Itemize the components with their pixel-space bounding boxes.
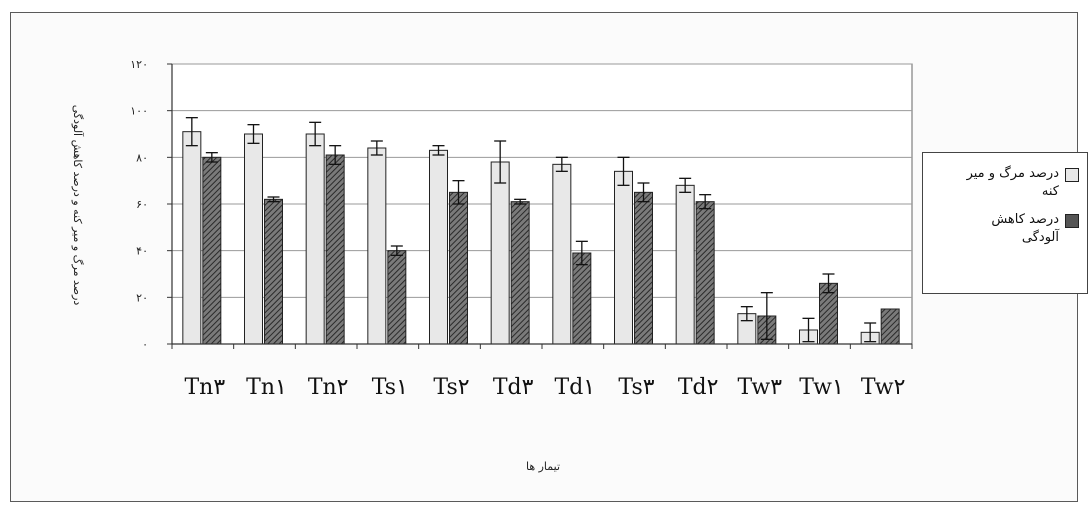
legend: درصد مرگ و میر کنه درصد کاهش آلودگی bbox=[922, 152, 1088, 294]
bar-reduction bbox=[634, 191, 653, 345]
labels: ۰ ۲۰ ۴۰ ۶۰ ۸۰ ۱۰۰ ۱۲۰ Tn۳ Tn۱ Tn۲ Ts۱ Ts۲ Td۳ Td۱ Ts۳ T… bbox=[130, 58, 905, 400]
legend-swatch-mortality bbox=[1065, 168, 1079, 182]
x-tick-label: Ts۲ bbox=[433, 375, 469, 400]
y-tick-label: ۲۰ bbox=[136, 291, 148, 304]
y-tick-label: ۰ bbox=[142, 338, 148, 351]
x-axis-title: تیمار ها bbox=[526, 460, 560, 473]
y-tick-label: ۱۰۰ bbox=[130, 105, 148, 118]
bar-mortality bbox=[367, 147, 387, 345]
x-tick-label: Td۱ bbox=[555, 375, 596, 400]
bar-reduction bbox=[264, 198, 283, 345]
bar-reduction bbox=[202, 156, 222, 345]
x-tick-label: Tn۱ bbox=[246, 375, 287, 400]
legend-swatch-reduction bbox=[1065, 214, 1079, 228]
x-tick-label: Tn۲ bbox=[308, 375, 349, 400]
y-tick-label: ۸۰ bbox=[136, 151, 148, 164]
y-axis-title: درصد مرگ و میر کنه و درصد کاهش آلودگی bbox=[71, 105, 85, 306]
legend-entry-mortality: درصد مرگ و میر کنه bbox=[929, 165, 1079, 201]
bar-reduction bbox=[387, 250, 407, 345]
bar-mortality bbox=[675, 184, 695, 345]
bar-mortality bbox=[429, 149, 448, 345]
y-tick-label: ۴۰ bbox=[136, 245, 148, 258]
legend-entry-reduction: درصد کاهش آلودگی bbox=[929, 211, 1079, 247]
x-tick-label: Tw۲ bbox=[861, 375, 906, 400]
y-tick-label: ۶۰ bbox=[136, 198, 148, 211]
bar-reduction bbox=[510, 201, 530, 345]
bar-mortality bbox=[244, 133, 263, 345]
x-tick-label: Td۳ bbox=[493, 375, 534, 400]
grid-lines bbox=[171, 63, 913, 345]
bar-reduction bbox=[449, 191, 468, 345]
bar-reduction bbox=[325, 154, 345, 345]
x-tick-label: Ts۱ bbox=[372, 375, 408, 400]
x-tick-label: Tw۳ bbox=[738, 375, 783, 400]
legend-label-reduction: درصد کاهش آلودگی bbox=[991, 212, 1059, 245]
x-tick-label: Ts۳ bbox=[618, 375, 654, 400]
x-tick-label: Tw۱ bbox=[799, 375, 844, 400]
bar-reduction bbox=[880, 308, 900, 345]
bar-mortality bbox=[490, 161, 510, 345]
axes bbox=[167, 63, 913, 349]
x-tick-label: Td۲ bbox=[678, 375, 719, 400]
bar-reduction bbox=[572, 252, 592, 345]
bar-reduction bbox=[695, 201, 715, 345]
bar-mortality bbox=[182, 131, 202, 345]
x-tick-label: Tn۳ bbox=[184, 375, 225, 400]
bar-mortality bbox=[305, 133, 325, 345]
y-tick-label: ۱۲۰ bbox=[130, 58, 148, 71]
legend-label-mortality: درصد مرگ و میر کنه bbox=[966, 166, 1059, 199]
bars bbox=[182, 117, 900, 345]
bar-mortality bbox=[614, 170, 633, 345]
bar-mortality bbox=[552, 163, 572, 345]
